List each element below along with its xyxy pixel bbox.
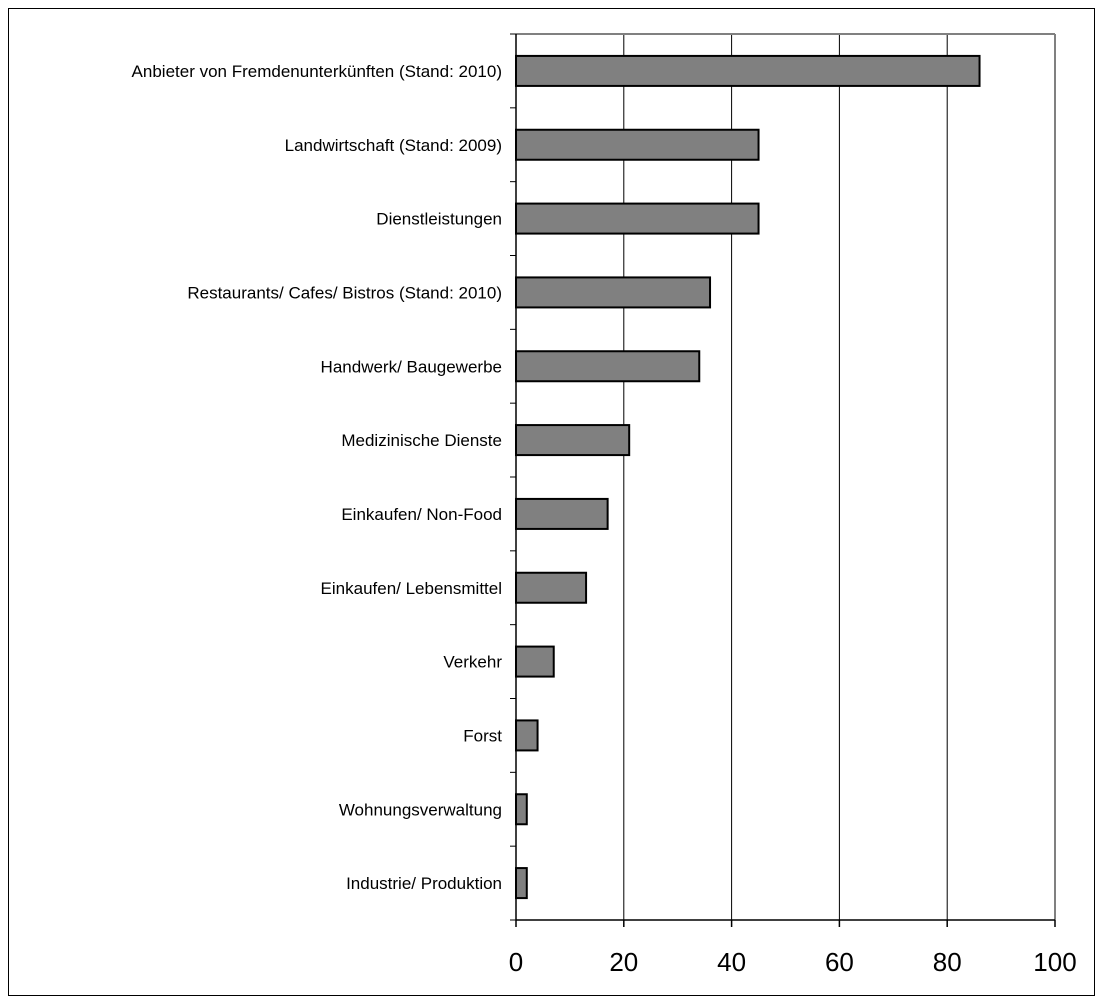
chart-frame: Anbieter von Fremdenunterkünften (Stand:… [8,8,1095,996]
category-label-4: Handwerk/ Baugewerbe [321,357,502,376]
category-label-7: Einkaufen/ Lebensmittel [321,579,502,598]
bar-2 [515,202,760,235]
x-tick-label-40: 40 [717,947,746,977]
bar-4 [515,350,701,383]
category-label-3: Restaurants/ Cafes/ Bistros (Stand: 2010… [187,283,502,302]
category-label-0: Anbieter von Fremdenunterkünften (Stand:… [132,62,502,81]
category-label-6: Einkaufen/ Non-Food [341,505,502,524]
bar-8 [515,645,555,678]
bar-9 [515,719,539,752]
category-labels: Anbieter von Fremdenunterkünften (Stand:… [132,62,503,893]
category-label-9: Forst [463,726,502,745]
bar-0 [515,54,981,87]
category-label-10: Wohnungsverwaltung [339,800,502,819]
gridlines [623,34,948,920]
x-tick-label-80: 80 [933,947,962,977]
category-label-11: Industrie/ Produktion [346,874,502,893]
bar-5 [515,424,631,457]
bar-1 [515,128,760,161]
category-label-8: Verkehr [443,653,502,672]
bar-3 [515,276,712,309]
x-tick-label-20: 20 [609,947,638,977]
category-label-5: Medizinische Dienste [341,431,502,450]
bar-chart: Anbieter von Fremdenunterkünften (Stand:… [132,33,1077,977]
bar-6 [515,497,609,530]
bar-11 [515,867,528,900]
x-tick-label-0: 0 [509,947,523,977]
axes [510,33,1056,927]
bar-7 [515,571,588,604]
category-label-1: Landwirtschaft (Stand: 2009) [285,136,502,155]
x-tick-label-60: 60 [825,947,854,977]
bar-10 [515,793,528,826]
bars [515,54,981,900]
x-tick-label-100: 100 [1033,947,1076,977]
tick-labels: 0 20 40 60 80 100 [509,947,1077,977]
category-label-2: Dienstleistungen [376,210,502,229]
